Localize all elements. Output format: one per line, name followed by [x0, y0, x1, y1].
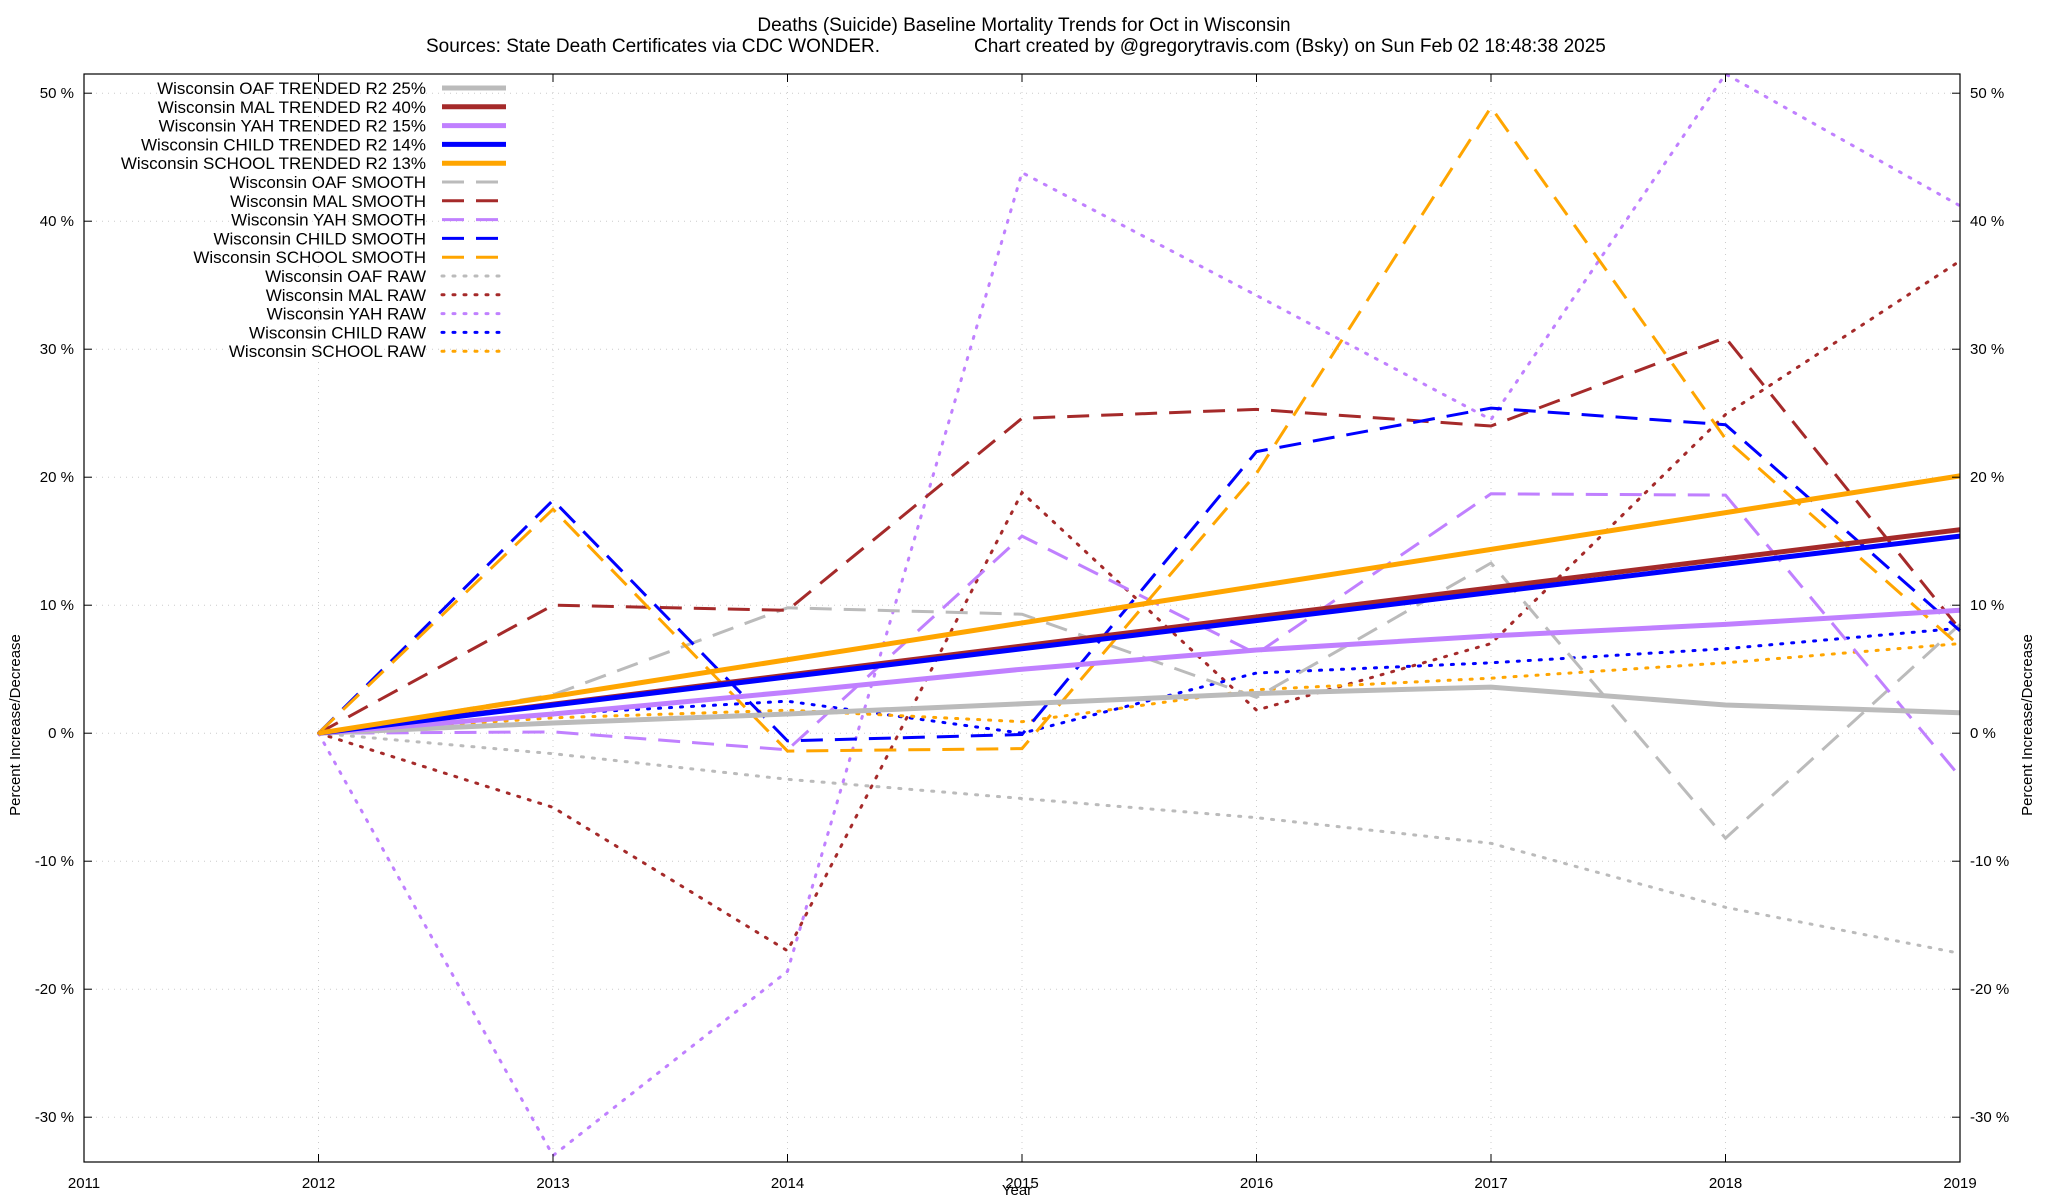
- y-tick-label-left: -20 %: [35, 981, 74, 998]
- series-line-wisconsin-child-trended-r2-14: [318, 533, 1961, 736]
- series-line-wisconsin-oaf-raw: [317, 731, 1962, 955]
- y-tick-label-right: 30 %: [1970, 341, 2004, 358]
- x-tick-label: 2016: [1240, 1175, 1273, 1192]
- legend-label-wisconsin-yah-smooth: Wisconsin YAH SMOOTH: [231, 211, 426, 230]
- legend: Wisconsin OAF TRENDED R2 25%Wisconsin MA…: [121, 79, 508, 361]
- grid-lines: [84, 74, 1960, 1162]
- y-tick-label-left: 40 %: [40, 213, 74, 230]
- chart-subtitle-source: Sources: State Death Certificates via CD…: [426, 36, 880, 57]
- series-line-wisconsin-school-raw: [317, 642, 1962, 735]
- series-line-wisconsin-oaf-trended-r2-25: [318, 684, 1961, 736]
- series-line-wisconsin-child-smooth: [317, 406, 1961, 743]
- y-tick-label-right: 0 %: [1970, 725, 1996, 742]
- y-tick-label-right: 10 %: [1970, 597, 2004, 614]
- legend-label-wisconsin-school-raw: Wisconsin SCHOOL RAW: [229, 342, 426, 361]
- x-tick-label: 2013: [536, 1175, 569, 1192]
- axis-ticks: [83, 74, 1961, 1162]
- y-axis-label-right: Percent Increase/Decrease: [2019, 634, 2036, 816]
- y-tick-label-right: -10 %: [1970, 853, 2009, 870]
- series-line-wisconsin-yah-raw: [317, 72, 1962, 1158]
- series-line-wisconsin-yah-trended-r2-15: [318, 607, 1961, 736]
- series-line-wisconsin-mal-smooth: [317, 335, 1962, 735]
- legend-label-wisconsin-yah-raw: Wisconsin YAH RAW: [267, 305, 426, 324]
- x-tick-label: 2018: [1709, 1175, 1742, 1192]
- y-tick-label-left: 0 %: [48, 725, 74, 742]
- axis-tick-labels: 2011 2012 2013 2014 2015 2016 2017 2018 2019 -30 …: [35, 85, 2009, 1192]
- legend-label-wisconsin-school-smooth: Wisconsin SCHOOL SMOOTH: [193, 248, 426, 267]
- legend-label-wisconsin-school-trended-r2-13: Wisconsin SCHOOL TRENDED R2 13%: [121, 154, 426, 173]
- y-tick-label-left: 30 %: [40, 341, 74, 358]
- y-tick-label-left: -30 %: [35, 1109, 74, 1126]
- legend-label-wisconsin-oaf-raw: Wisconsin OAF RAW: [265, 267, 426, 286]
- x-tick-label: 2012: [302, 1175, 335, 1192]
- y-tick-label-right: -20 %: [1970, 981, 2009, 998]
- y-axis-label-left: Percent Increase/Decrease: [7, 634, 24, 816]
- series-line-wisconsin-yah-smooth: [318, 492, 1962, 778]
- legend-label-wisconsin-child-smooth: Wisconsin CHILD SMOOTH: [213, 229, 426, 248]
- legend-label-wisconsin-oaf-trended-r2-25: Wisconsin OAF TRENDED R2 25%: [157, 79, 426, 98]
- x-tick-label: 2011: [68, 1175, 100, 1192]
- x-tick-label: 2014: [771, 1175, 804, 1192]
- legend-label-wisconsin-mal-raw: Wisconsin MAL RAW: [266, 286, 426, 305]
- chart-title: Deaths (Suicide) Baseline Mortality Tren…: [757, 15, 1290, 36]
- y-tick-label-right: -30 %: [1970, 1109, 2009, 1126]
- series-line-wisconsin-school-smooth: [317, 104, 1961, 753]
- series-line-wisconsin-oaf-smooth: [318, 561, 1962, 841]
- x-tick-label: 2017: [1474, 1175, 1507, 1192]
- x-tick-label: 2015: [1005, 1175, 1038, 1192]
- y-tick-label-right: 40 %: [1970, 213, 2004, 230]
- y-tick-label-left: 50 %: [40, 85, 74, 102]
- y-tick-label-left: -10 %: [35, 853, 74, 870]
- y-tick-label-right: 20 %: [1970, 469, 2004, 486]
- y-tick-label-left: 10 %: [40, 597, 74, 614]
- x-axis-label: Year: [1002, 1182, 1032, 1199]
- series-line-wisconsin-school-trended-r2-13: [318, 473, 1961, 736]
- legend-label-wisconsin-mal-trended-r2-40: Wisconsin MAL TRENDED R2 40%: [158, 98, 426, 117]
- legend-label-wisconsin-yah-trended-r2-15: Wisconsin YAH TRENDED R2 15%: [159, 117, 426, 136]
- legend-label-wisconsin-child-trended-r2-14: Wisconsin CHILD TRENDED R2 14%: [141, 135, 426, 154]
- series-line-wisconsin-child-raw: [317, 626, 1962, 735]
- series-layer: [317, 72, 1962, 1158]
- x-tick-label: 2019: [1943, 1175, 1976, 1192]
- legend-label-wisconsin-oaf-smooth: Wisconsin OAF SMOOTH: [230, 173, 426, 192]
- legend-label-wisconsin-child-raw: Wisconsin CHILD RAW: [249, 323, 426, 342]
- y-tick-label-left: 20 %: [40, 469, 74, 486]
- chart-subtitle-credit: Chart created by @gregorytravis.com (Bsk…: [974, 36, 1606, 57]
- y-tick-label-right: 50 %: [1970, 85, 2004, 102]
- series-line-wisconsin-mal-raw: [317, 259, 1962, 953]
- legend-label-wisconsin-mal-smooth: Wisconsin MAL SMOOTH: [230, 192, 426, 211]
